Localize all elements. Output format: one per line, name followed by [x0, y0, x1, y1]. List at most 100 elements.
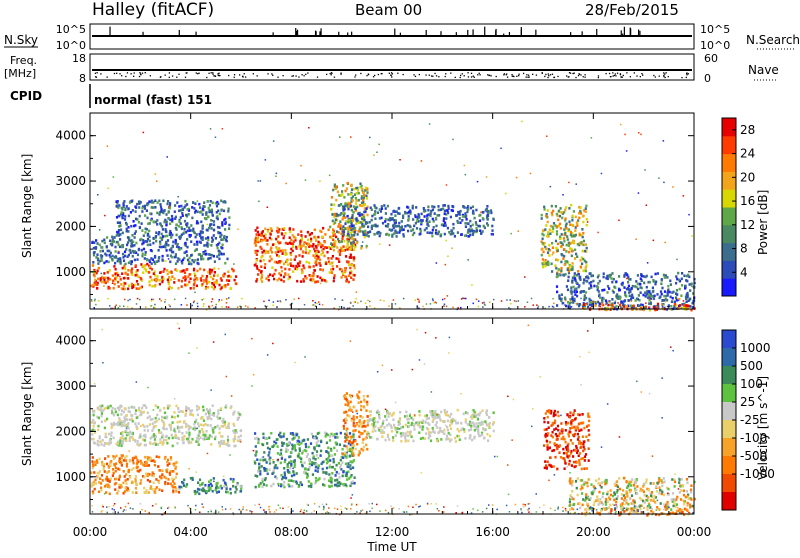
range-cell [333, 461, 335, 464]
range-cell [347, 402, 349, 405]
range-cell [100, 277, 102, 280]
range-cell [487, 224, 489, 227]
range-cell [125, 429, 127, 432]
noise-cell [168, 258, 170, 260]
range-cell [555, 258, 557, 261]
range-cell [152, 206, 154, 209]
range-cell [169, 261, 171, 264]
range-cell [406, 206, 408, 209]
range-cell [162, 443, 164, 446]
range-cell [457, 231, 459, 234]
range-cell [357, 395, 359, 398]
range-cell [354, 440, 356, 443]
range-cell [445, 224, 447, 227]
nave-point [130, 73, 131, 74]
range-cell [101, 281, 103, 284]
range-cell [445, 217, 447, 220]
range-cell [170, 236, 172, 239]
range-cell [571, 250, 573, 253]
range-cell [167, 279, 169, 282]
range-cell [586, 247, 588, 250]
colorbar-segment [722, 154, 736, 172]
range-cell [164, 412, 166, 415]
range-cell [126, 414, 128, 417]
range-cell [579, 276, 581, 279]
range-cell [171, 271, 173, 274]
range-cell [186, 407, 188, 410]
range-cell [404, 225, 406, 228]
range-cell [124, 490, 126, 493]
range-cell [676, 293, 678, 296]
range-cell [412, 218, 414, 221]
range-cell [165, 439, 167, 442]
range-cell [335, 236, 337, 239]
range-cell [266, 442, 268, 445]
noise-cell [538, 306, 540, 308]
range-cell [119, 440, 121, 443]
range-cell [115, 467, 117, 470]
range-cell [307, 231, 309, 234]
nave-point [218, 73, 219, 74]
range-cell [367, 415, 369, 418]
colorbar-tick-label: 20 [740, 170, 755, 184]
range-cell [603, 276, 605, 279]
nave-point [686, 73, 687, 74]
range-cell [394, 211, 396, 214]
range-cell [164, 416, 166, 419]
range-cell [167, 407, 169, 410]
range-cell [141, 207, 143, 210]
range-cell [305, 446, 307, 449]
range-cell [128, 469, 130, 472]
noise-cell [478, 306, 480, 308]
range-cell [353, 454, 355, 457]
range-cell [632, 285, 634, 288]
range-cell [144, 464, 146, 467]
range-cell [228, 208, 230, 211]
range-cell [112, 475, 114, 478]
noise-cell [285, 299, 287, 301]
range-cell [205, 413, 207, 416]
range-cell [307, 239, 309, 242]
noise-cell [137, 298, 139, 300]
range-cell [286, 260, 288, 263]
range-cell [172, 437, 174, 440]
range-cell [298, 443, 300, 446]
y-tick-label: 1000 [55, 265, 86, 279]
range-cell [213, 220, 215, 223]
range-cell [685, 285, 687, 288]
noise-cell [257, 180, 259, 182]
range-cell [109, 464, 111, 467]
range-cell [171, 434, 173, 437]
noise-cell [478, 300, 480, 302]
range-cell [332, 265, 334, 268]
colorbar-segment [722, 278, 736, 296]
range-cell [473, 437, 475, 440]
nave-point [368, 74, 369, 75]
range-cell [301, 452, 303, 455]
range-cell [100, 254, 102, 257]
range-cell [346, 204, 348, 207]
nave-point [471, 76, 472, 77]
range-cell [186, 203, 188, 206]
range-cell [335, 257, 337, 260]
range-cell [315, 480, 317, 483]
nave-point [116, 73, 117, 74]
noise-cell [212, 220, 214, 222]
range-cell [298, 254, 300, 257]
range-cell [176, 245, 178, 248]
range-cell [355, 429, 357, 432]
range-cell [159, 279, 161, 282]
range-cell [337, 258, 339, 261]
range-cell [307, 468, 309, 471]
range-cell [561, 293, 563, 296]
range-cell [166, 428, 168, 431]
noise-cell [298, 298, 300, 300]
range-cell [211, 269, 213, 272]
range-cell [281, 457, 283, 460]
range-cell [173, 411, 175, 414]
range-cell [200, 258, 202, 261]
range-cell [294, 447, 296, 450]
range-cell [276, 279, 278, 282]
range-cell [128, 427, 130, 430]
